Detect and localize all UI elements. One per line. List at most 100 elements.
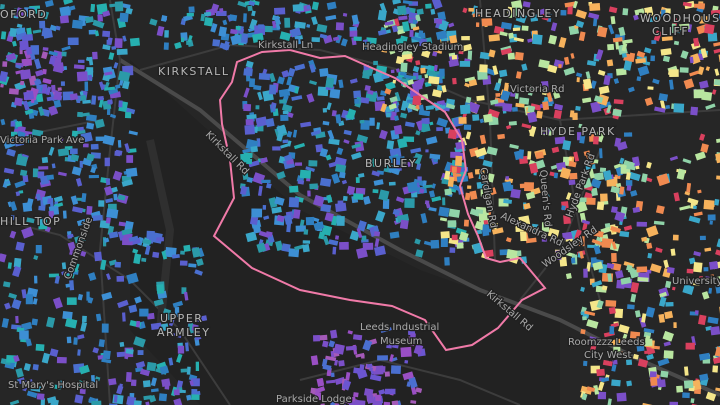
building [21,226,34,239]
building [14,139,25,147]
building [195,315,208,323]
poi-label: Leeds Industrial [360,322,439,333]
building [382,199,390,209]
building [424,184,433,189]
building [402,0,413,5]
building [385,81,396,91]
building [200,13,206,22]
building [156,25,165,37]
building [515,223,524,232]
building [599,148,603,159]
building [77,111,83,118]
building [425,105,434,111]
building [36,393,45,400]
building [670,23,676,34]
building [482,159,493,168]
building [97,14,103,22]
building [0,118,6,126]
building [391,25,399,33]
building [651,40,657,44]
building [384,20,394,26]
building [633,14,639,21]
building [665,8,671,14]
building [345,372,351,381]
building [669,79,674,90]
building [597,381,605,391]
building [458,231,469,242]
building [541,13,550,21]
building [49,348,59,358]
building [38,205,46,211]
building [46,316,56,328]
building [500,89,511,102]
building [187,322,196,334]
building [321,340,329,348]
building [437,11,447,21]
building [195,361,200,371]
building [623,60,633,71]
building [444,161,453,173]
building [294,63,306,71]
building [362,242,374,250]
building [85,380,98,390]
building [132,248,139,254]
building [699,235,706,241]
building [21,58,33,67]
building [699,133,706,141]
building [361,235,367,241]
building [152,251,160,259]
building [114,261,121,268]
building [682,158,692,164]
building [653,30,662,42]
building [580,286,585,292]
building [578,123,583,129]
building [381,48,388,53]
building [589,344,597,355]
building [308,160,318,167]
building [312,217,320,223]
building [445,103,456,110]
building [588,336,601,347]
building [612,359,618,365]
building [525,191,536,200]
building [548,34,558,45]
building [590,101,602,113]
building [293,142,306,150]
building [90,3,96,13]
building [117,70,131,82]
building [30,385,42,392]
building [186,366,191,375]
building [431,196,442,202]
building [623,225,633,231]
building [415,387,423,394]
building [582,97,592,104]
building [121,228,133,236]
building [16,23,23,29]
building [311,1,319,11]
building [552,89,561,100]
building [57,380,66,389]
building [555,250,562,260]
building [363,41,372,50]
building [716,175,720,180]
building [9,230,17,239]
building [656,173,670,187]
building [704,276,712,284]
building [502,181,513,192]
building [541,91,548,96]
building [672,234,679,241]
building [280,143,289,149]
building [117,194,126,201]
building [108,52,115,61]
building [447,22,455,28]
building [103,86,116,91]
building [286,222,292,233]
building [77,334,85,340]
building [183,244,191,252]
building [538,8,547,16]
building [328,340,336,348]
building [479,134,487,145]
building [465,96,472,104]
building [410,333,416,343]
building [148,394,157,403]
